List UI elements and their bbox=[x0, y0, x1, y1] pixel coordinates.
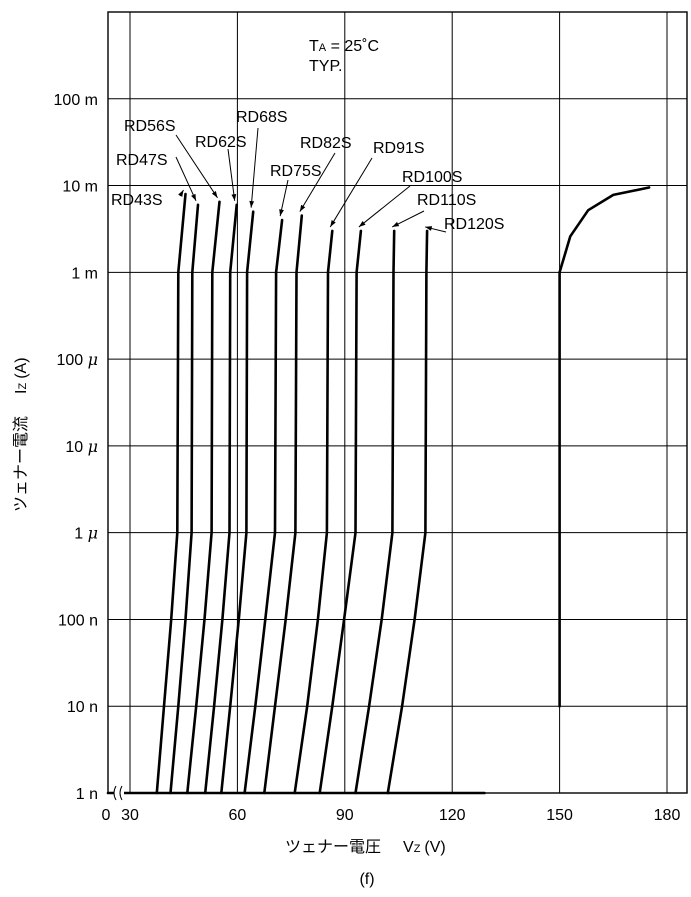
leader-line bbox=[227, 148, 236, 201]
leader-arrow bbox=[425, 226, 433, 231]
leader-arrow bbox=[279, 209, 284, 217]
leader-line bbox=[358, 185, 411, 228]
axis-break-gap bbox=[114, 786, 124, 800]
curve-label-rd43s: RD43S bbox=[111, 192, 163, 209]
curve-label-rd82s: RD82S bbox=[300, 135, 352, 152]
curve-label-rd47s: RD47S bbox=[116, 152, 168, 169]
curve-labels: RD43S RD47S RD56S RD62S RD68S RD75S RD82S RD91S… bbox=[111, 109, 504, 233]
leader-arrow bbox=[358, 220, 366, 227]
y-tick-label: 100 m bbox=[54, 92, 98, 109]
y-tick-label: 10 μ bbox=[65, 437, 98, 456]
series-curve-rd43s bbox=[155, 192, 187, 795]
x-tick-label: 30 bbox=[121, 807, 139, 824]
x-tick-label: 180 bbox=[654, 807, 681, 824]
leader-arrow bbox=[392, 221, 400, 227]
y-tick-label: 1 m bbox=[71, 265, 98, 282]
leader-arrow bbox=[330, 220, 336, 227]
curve-label-rd75s: RD75S bbox=[270, 163, 322, 180]
series-curve-rd68s bbox=[220, 210, 255, 795]
x-tick-label: 150 bbox=[546, 807, 573, 824]
leader-arrow bbox=[299, 204, 306, 212]
x-tick-label: 90 bbox=[336, 807, 354, 824]
axis-break-mark bbox=[113, 785, 117, 801]
y-tick-label: 10 n bbox=[67, 699, 98, 716]
series-curve-rd47s bbox=[169, 203, 200, 795]
y-tick-label: 1 μ bbox=[74, 524, 98, 543]
leader-arrow bbox=[231, 193, 237, 201]
y-axis-title: ツェナー電流IZ(A) bbox=[12, 357, 30, 512]
curve-label-rd110s: RD110S bbox=[417, 192, 476, 209]
leader-line bbox=[299, 152, 336, 212]
leader-line bbox=[175, 134, 218, 199]
annotation-typ: TYP. bbox=[309, 58, 343, 75]
leader-arrow bbox=[178, 189, 184, 197]
series-curve-rd91s bbox=[293, 229, 334, 795]
curve-label-rd120s: RD120S bbox=[444, 216, 504, 233]
leader-arrow bbox=[211, 190, 218, 198]
label-leaders bbox=[175, 127, 447, 233]
y-tick-label: 1 n bbox=[76, 786, 98, 803]
leader-line bbox=[175, 156, 197, 202]
y-tick-label: 100 n bbox=[58, 612, 98, 629]
curve-label-rd56s: RD56S bbox=[124, 118, 176, 135]
y-tick-label: 100 μ bbox=[56, 350, 98, 369]
series-curve-rd100s bbox=[318, 229, 363, 795]
curves bbox=[106, 186, 651, 795]
curve-label-rd68s: RD68S bbox=[236, 109, 288, 126]
y-tick-label: 10 m bbox=[62, 179, 98, 196]
figure-caption: (f) bbox=[359, 871, 374, 888]
series-curve-rd82s bbox=[263, 214, 304, 795]
leader-arrow bbox=[249, 200, 255, 208]
x-tick-label: 0 bbox=[102, 807, 111, 824]
x-tick-label: 120 bbox=[439, 807, 466, 824]
series-curve-reference bbox=[558, 186, 651, 708]
series-curve-rd75s bbox=[243, 218, 284, 795]
curve-label-rd91s: RD91S bbox=[373, 140, 425, 157]
series-curve-rd110s bbox=[354, 229, 396, 795]
series-curve-rd56s bbox=[186, 200, 221, 795]
plot-frame bbox=[107, 11, 688, 794]
series-curve-rd120s bbox=[386, 229, 429, 795]
grid bbox=[108, 12, 687, 793]
tick-labels: 0 30 60 90 120 150 180 1 n 10 n 100 n 1 μ 10 μ 100 μ… bbox=[54, 92, 681, 824]
axis-break-mark bbox=[119, 785, 123, 801]
axis-break bbox=[113, 785, 124, 801]
series-curve-rd62s bbox=[203, 203, 238, 795]
leader-arrow bbox=[191, 193, 197, 201]
leader-line bbox=[250, 127, 259, 208]
leader-line bbox=[329, 157, 373, 228]
curve-label-rd62s: RD62S bbox=[195, 134, 247, 151]
annotation-temperature: TA = 25˚C bbox=[309, 38, 379, 55]
x-tick-label: 60 bbox=[229, 807, 247, 824]
curve-label-rd100s: RD100S bbox=[402, 169, 462, 186]
x-axis-title: ツェナー電圧 VZ (V) bbox=[285, 839, 446, 856]
